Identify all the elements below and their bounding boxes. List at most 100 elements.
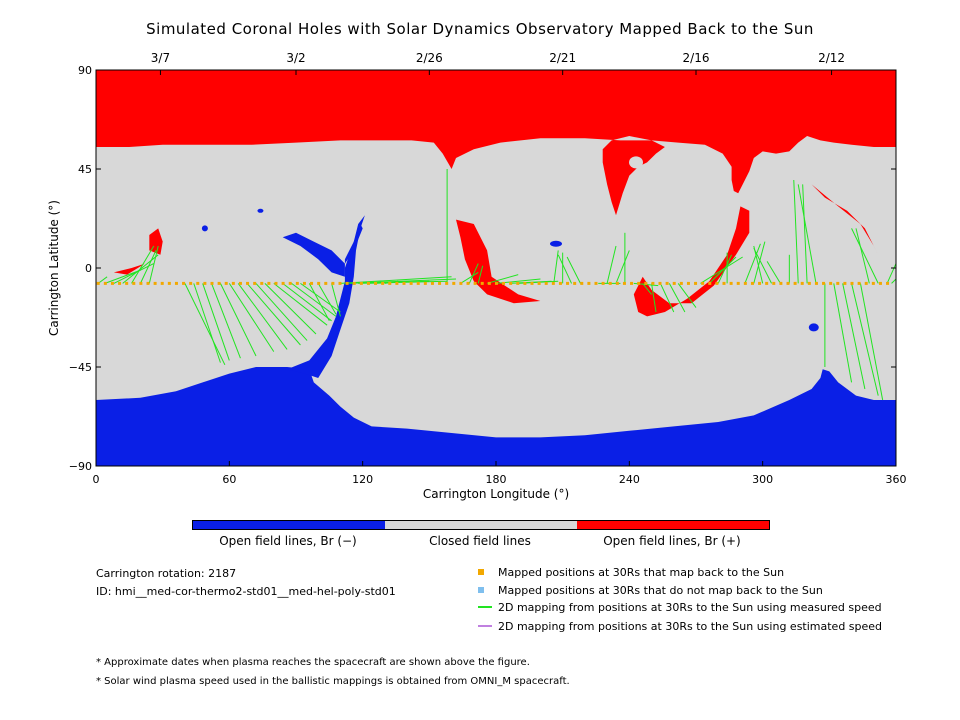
- date-tick-label: 2/12: [818, 51, 845, 65]
- footpoint: [402, 281, 406, 285]
- mapping-line: [228, 283, 275, 352]
- footpoint: [587, 281, 591, 285]
- footpoint: [878, 281, 882, 285]
- mapping-line: [131, 245, 155, 284]
- footpoint: [182, 281, 186, 285]
- negative-patch: [808, 323, 819, 332]
- mapping-line: [606, 245, 617, 284]
- mapping-line: [468, 263, 479, 284]
- footpoint: [523, 281, 527, 285]
- footpoint: [310, 281, 314, 285]
- mapping-line: [211, 283, 241, 359]
- negative-tongue-upper: [282, 224, 363, 277]
- legend-measured: 2D mapping from positions at 30Rs to the…: [498, 601, 882, 614]
- mapping-line: [282, 283, 332, 322]
- mapping-line: [264, 283, 317, 335]
- footpoint: [295, 281, 299, 285]
- legend-measured-swatch: [478, 606, 492, 608]
- footpoint: [644, 281, 648, 285]
- footpoint: [246, 281, 250, 285]
- footpoint: [537, 281, 541, 285]
- footpoint: [800, 281, 804, 285]
- footpoint: [864, 281, 868, 285]
- footpoint: [430, 281, 434, 285]
- footpoint: [630, 281, 634, 285]
- mapping-line: [477, 265, 484, 284]
- footpoint: [480, 281, 484, 285]
- mapping-line: [384, 280, 399, 284]
- mapping-line: [331, 283, 341, 317]
- footpoint: [637, 281, 641, 285]
- footpoint: [110, 281, 114, 285]
- footpoint: [701, 281, 705, 285]
- colorbar-open-negative: [193, 521, 385, 529]
- mapping-line: [104, 269, 141, 284]
- footpoint: [615, 281, 619, 285]
- mapping-line: [753, 241, 766, 284]
- mapping-line: [700, 256, 743, 284]
- footpoint: [125, 281, 129, 285]
- footpoint: [665, 281, 669, 285]
- footpoint: [281, 281, 285, 285]
- chart-title: Simulated Coronal Holes with Solar Dynam…: [146, 20, 814, 38]
- footpoint: [352, 281, 356, 285]
- footpoint: [160, 281, 164, 285]
- footpoint: [445, 281, 449, 285]
- footpoint: [317, 281, 321, 285]
- y-tick-label: −90: [69, 460, 92, 473]
- footpoint: [672, 281, 676, 285]
- mapping-line: [460, 271, 479, 284]
- footpoint: [601, 281, 605, 285]
- mapping-line: [802, 184, 808, 284]
- mapping-line: [797, 184, 817, 284]
- footpoint: [459, 281, 463, 285]
- footpoint: [487, 281, 491, 285]
- footpoint: [829, 281, 833, 285]
- y-tick-label: −45: [69, 361, 92, 374]
- mapping-line: [851, 283, 879, 396]
- x-tick-label: 300: [752, 473, 773, 486]
- note-dates: * Approximate dates when plasma reaches …: [96, 657, 530, 668]
- footpoint: [772, 281, 776, 285]
- footpoint: [103, 281, 107, 285]
- mapping-line: [113, 263, 154, 284]
- footpoint: [494, 281, 498, 285]
- footpoint: [388, 281, 392, 285]
- footpoint: [544, 281, 548, 285]
- colorbar: [192, 520, 770, 530]
- legend-estimated: 2D mapping from positions at 30Rs to the…: [498, 620, 883, 633]
- footpoint: [267, 281, 271, 285]
- note-speed: * Solar wind plasma speed used in the ba…: [96, 676, 570, 687]
- footpoint: [466, 281, 470, 285]
- footpoint: [274, 281, 278, 285]
- mapping-line: [557, 254, 573, 284]
- date-tick-label: 2/21: [549, 51, 576, 65]
- footpoint: [765, 281, 769, 285]
- mapping-line: [753, 247, 773, 284]
- footpoint: [736, 281, 740, 285]
- colorbar-open-positive: [577, 521, 769, 529]
- footpoint: [743, 281, 747, 285]
- footpoint: [715, 281, 719, 285]
- footpoint: [558, 281, 562, 285]
- footpoint: [238, 281, 242, 285]
- footpoint: [96, 281, 100, 285]
- mapping-line: [202, 283, 230, 361]
- footpoint: [359, 281, 363, 285]
- y-tick-label: 90: [78, 64, 92, 77]
- footpoint: [658, 281, 662, 285]
- mapping-line: [273, 283, 328, 326]
- footpoint: [686, 281, 690, 285]
- footpoint: [807, 281, 811, 285]
- mapping-line: [615, 250, 630, 284]
- colorbar-label-closed: Closed field lines: [429, 534, 531, 548]
- footpoint: [822, 281, 826, 285]
- footpoint: [516, 281, 520, 285]
- footpoint: [729, 281, 733, 285]
- negative-patch: [257, 208, 264, 213]
- footpoint: [366, 281, 370, 285]
- footpoint: [302, 281, 306, 285]
- footpoint: [189, 281, 193, 285]
- mapping-line: [642, 283, 652, 295]
